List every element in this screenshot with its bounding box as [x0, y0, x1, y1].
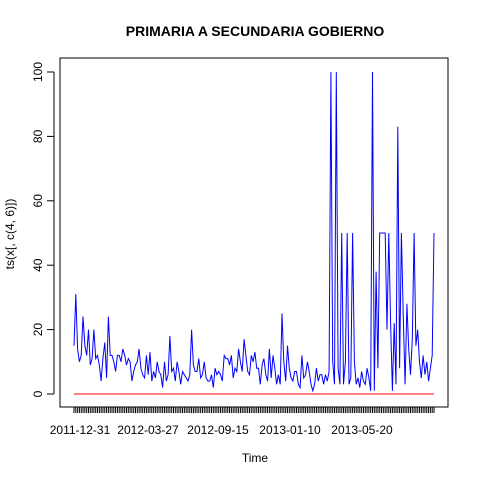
x-tick-label: 2012-03-27 [117, 423, 179, 437]
y-tick-label: 100 [31, 62, 45, 82]
series-line-1 [73, 71, 435, 393]
chart-title: PRIMARIA A SECUNDARIA GOBIERNO [126, 23, 385, 39]
x-axis-label: Time [242, 451, 269, 465]
y-axis: 0 20 40 60 80 100 [31, 62, 55, 397]
y-tick-label: 40 [31, 258, 45, 272]
x-tick-label: 2013-05-20 [331, 423, 393, 437]
x-axis: 2011-12-31 2012-03-27 2012-09-15 2013-01-10… [50, 406, 435, 437]
y-tick-label: 80 [31, 129, 45, 143]
y-axis-label: ts(x[, c(4, 6)]) [3, 199, 17, 270]
plot-lines [73, 71, 435, 395]
x-tick-label: 2013-01-10 [259, 423, 321, 437]
x-tick-label: 2011-12-31 [50, 423, 111, 437]
x-tick-label: 2012-09-15 [187, 423, 249, 437]
y-tick-label: 20 [31, 323, 45, 337]
y-tick-label: 60 [31, 194, 45, 208]
y-tick-label: 0 [31, 390, 45, 397]
